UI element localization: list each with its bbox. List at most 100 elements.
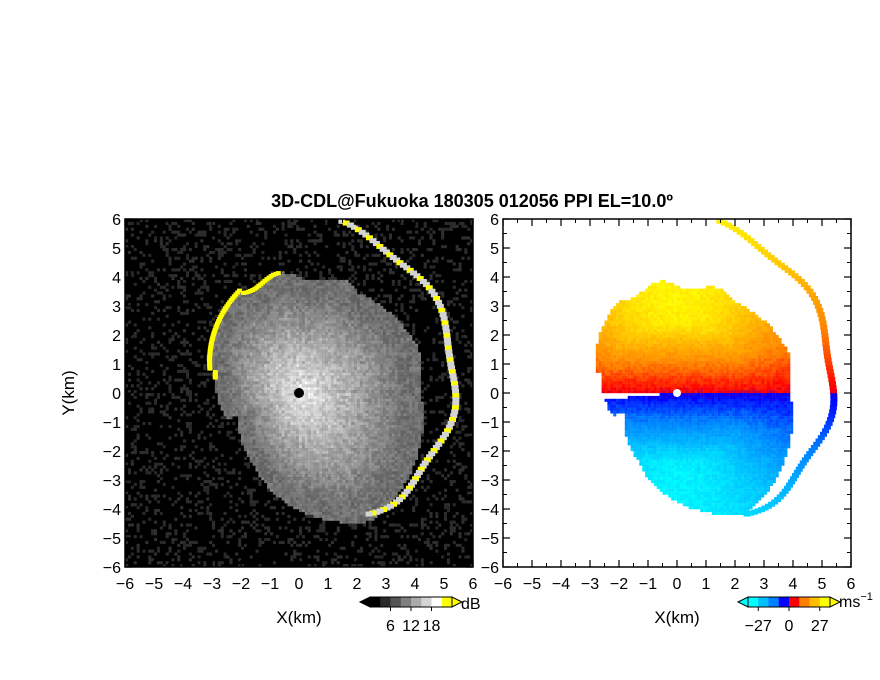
reflectivity-cell bbox=[139, 358, 143, 362]
reflectivity-cell bbox=[345, 451, 349, 455]
reflectivity-cell bbox=[249, 332, 253, 336]
reflectivity-cell bbox=[319, 398, 323, 402]
reflectivity-cell bbox=[238, 427, 242, 431]
reflectivity-cell bbox=[206, 485, 210, 489]
reflectivity-cell bbox=[281, 477, 285, 481]
reflectivity-cell bbox=[156, 442, 160, 446]
reflectivity-cell bbox=[133, 482, 137, 486]
reflectivity-cell bbox=[330, 361, 334, 365]
reflectivity-cell bbox=[171, 503, 175, 507]
reflectivity-cell bbox=[206, 497, 210, 501]
reflectivity-cell bbox=[185, 523, 189, 527]
reflectivity-cell bbox=[293, 448, 297, 452]
reflectivity-cell bbox=[226, 520, 230, 524]
reflectivity-cell bbox=[333, 314, 337, 318]
reflectivity-cell bbox=[214, 337, 218, 341]
reflectivity-cell bbox=[307, 404, 311, 408]
reflectivity-cell bbox=[359, 372, 363, 376]
reflectivity-cell bbox=[267, 323, 271, 327]
reflectivity-cell bbox=[223, 462, 227, 466]
reflectivity-cell bbox=[330, 332, 334, 336]
reflectivity-cell bbox=[272, 279, 276, 283]
reflectivity-cell bbox=[261, 471, 265, 475]
reflectivity-cell bbox=[130, 503, 134, 507]
reflectivity-cell bbox=[238, 422, 242, 426]
reflectivity-cell bbox=[296, 285, 300, 289]
reflectivity-cell bbox=[313, 500, 317, 504]
reflectivity-cell bbox=[267, 430, 271, 434]
reflectivity-cell bbox=[261, 378, 265, 382]
reflectivity-cell bbox=[241, 349, 245, 353]
reflectivity-cell bbox=[238, 430, 242, 434]
reflectivity-cell bbox=[159, 471, 163, 475]
reflectivity-cell bbox=[293, 277, 297, 281]
reflectivity-cell bbox=[249, 337, 253, 341]
reflectivity-cell bbox=[272, 303, 276, 307]
reflectivity-cell bbox=[293, 314, 297, 318]
reflectivity-cell bbox=[354, 317, 358, 321]
reflectivity-cell bbox=[336, 384, 340, 388]
reflectivity-cell bbox=[238, 381, 242, 385]
reflectivity-cell bbox=[238, 419, 242, 423]
reflectivity-cell bbox=[275, 355, 279, 359]
reflectivity-cell bbox=[319, 509, 323, 513]
reflectivity-cell bbox=[310, 219, 314, 223]
reflectivity-cell bbox=[357, 369, 361, 373]
reflectivity-cell bbox=[293, 442, 297, 446]
reflectivity-cell bbox=[310, 364, 314, 368]
reflectivity-cell bbox=[281, 294, 285, 298]
reflectivity-cell bbox=[345, 395, 349, 399]
reflectivity-cell bbox=[127, 378, 131, 382]
reflectivity-cell bbox=[272, 335, 276, 339]
reflectivity-cell bbox=[362, 343, 366, 347]
reflectivity-cell bbox=[278, 445, 282, 449]
reflectivity-cell bbox=[127, 303, 131, 307]
reflectivity-cell bbox=[220, 424, 224, 428]
reflectivity-cell bbox=[177, 558, 181, 562]
reflectivity-cell bbox=[139, 387, 143, 391]
reflectivity-cell bbox=[307, 564, 311, 568]
reflectivity-cell bbox=[284, 393, 288, 397]
reflectivity-cell bbox=[365, 395, 369, 399]
reflectivity-cell bbox=[365, 355, 369, 359]
reflectivity-cell bbox=[235, 384, 239, 388]
reflectivity-cell bbox=[188, 462, 192, 466]
reflectivity-cell bbox=[238, 558, 242, 562]
reflectivity-cell bbox=[293, 282, 297, 286]
reflectivity-cell bbox=[229, 306, 233, 310]
reflectivity-cell bbox=[325, 337, 329, 341]
reflectivity-cell bbox=[197, 500, 201, 504]
reflectivity-cell bbox=[255, 378, 259, 382]
reflectivity-cell bbox=[325, 427, 329, 431]
reflectivity-cell bbox=[296, 320, 300, 324]
reflectivity-cell bbox=[310, 482, 314, 486]
reflectivity-cell bbox=[278, 401, 282, 405]
reflectivity-cell bbox=[264, 297, 268, 301]
reflectivity-cell bbox=[354, 520, 358, 524]
reflectivity-cell bbox=[365, 459, 369, 463]
reflectivity-cell bbox=[162, 230, 166, 234]
reflectivity-cell bbox=[342, 442, 346, 446]
reflectivity-cell bbox=[301, 300, 305, 304]
reflectivity-cell bbox=[188, 352, 192, 356]
reflectivity-cell bbox=[296, 291, 300, 295]
reflectivity-cell bbox=[348, 320, 352, 324]
reflectivity-cell bbox=[299, 529, 303, 533]
reflectivity-cell bbox=[249, 398, 253, 402]
reflectivity-cell bbox=[267, 372, 271, 376]
reflectivity-cell bbox=[342, 335, 346, 339]
reflectivity-cell bbox=[241, 311, 245, 315]
reflectivity-cell bbox=[354, 491, 358, 495]
reflectivity-cell bbox=[290, 433, 294, 437]
reflectivity-cell bbox=[209, 445, 213, 449]
reflectivity-cell bbox=[243, 355, 247, 359]
reflectivity-cell bbox=[130, 256, 134, 260]
reflectivity-cell bbox=[357, 311, 361, 315]
reflectivity-cell bbox=[281, 335, 285, 339]
reflectivity-cell bbox=[174, 552, 178, 556]
reflectivity-cell bbox=[252, 346, 256, 350]
reflectivity-cell bbox=[255, 395, 259, 399]
reflectivity-cell bbox=[281, 494, 285, 498]
reflectivity-cell bbox=[148, 549, 152, 553]
reflectivity-cell bbox=[275, 511, 279, 515]
